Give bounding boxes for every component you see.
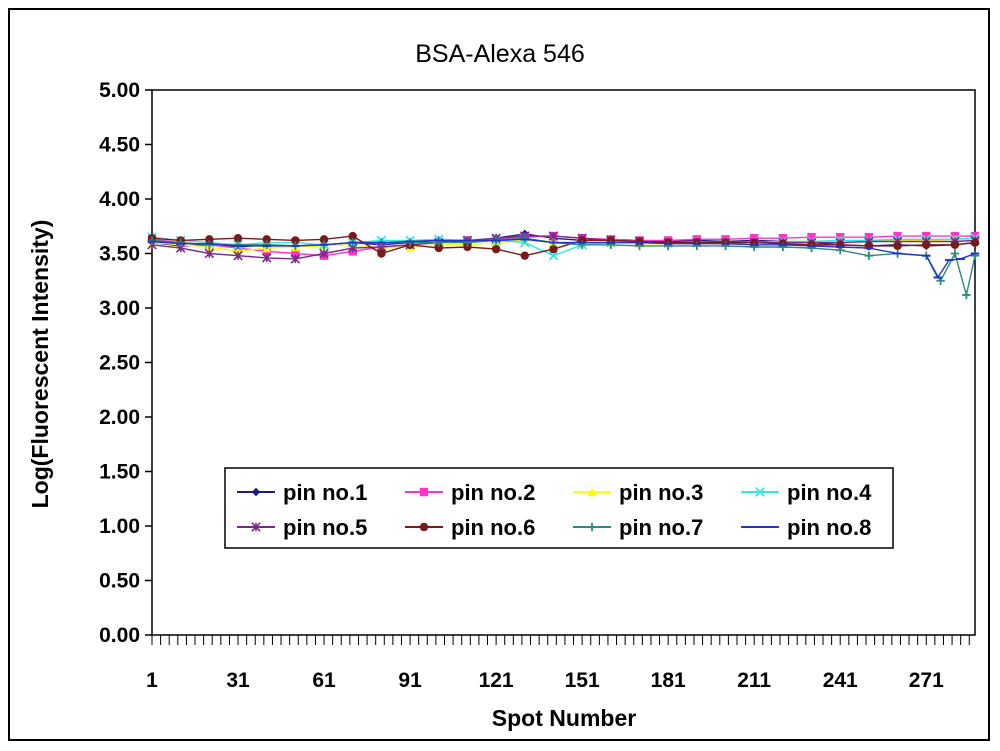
data-point: [291, 236, 300, 245]
data-point: [807, 232, 816, 242]
legend-entry: pin no.5: [237, 515, 367, 540]
y-tick-label: 1.50: [99, 461, 140, 484]
y-axis-title: Log(Fluorescent Intensity): [27, 220, 53, 509]
plot-area: 0.00 0.50 1.00 1.50 2.00 2.50 3.00 3.50 4.00 4.50…: [99, 79, 980, 692]
data-point: [147, 236, 157, 245]
data-point: [348, 231, 357, 241]
legend-swatch-marker: [587, 522, 597, 532]
y-tick-label: 5.00: [99, 79, 140, 102]
legend-label: pin no.1: [283, 480, 367, 505]
data-point: [962, 290, 971, 300]
data-point: [970, 238, 980, 247]
x-tick-label: 31: [226, 669, 250, 692]
x-tick-label: 91: [398, 669, 422, 692]
y-tick-label: 2.50: [99, 352, 140, 375]
legend-label: pin no.3: [619, 480, 703, 505]
data-point: [491, 244, 501, 254]
data-point: [405, 238, 415, 247]
legend: pin no.1 pin no.2 pin no.3 pin no.4 pin no.5…: [224, 467, 894, 549]
x-tick-label: 211: [737, 669, 771, 692]
x-tick-label: 1: [146, 669, 158, 692]
y-tick-label: 4.50: [99, 134, 140, 157]
data-point: [549, 244, 558, 254]
legend-entry: pin no.3: [573, 480, 703, 505]
series-line: [151, 238, 976, 279]
legend-entry: pin no.8: [741, 515, 871, 540]
legend-label: pin no.7: [619, 515, 703, 540]
data-point: [520, 234, 529, 243]
x-tick-label: 121: [479, 669, 514, 692]
legend-label: pin no.5: [283, 515, 367, 540]
legend-label: pin no.2: [451, 480, 535, 505]
data-point: [950, 240, 960, 249]
x-tick-label: 61: [312, 669, 336, 692]
legend-entry: pin no.1: [237, 480, 367, 505]
data-point: [377, 249, 386, 258]
legend-swatch-marker: [251, 522, 261, 532]
y-tick-label: 4.00: [99, 188, 140, 211]
data-point: [520, 251, 529, 260]
y-tick-label: 3.00: [99, 297, 140, 320]
legend-box: [224, 467, 894, 549]
data-point: [864, 251, 874, 260]
legend-swatch-marker: [419, 522, 429, 532]
legend-swatch-marker: [419, 487, 429, 497]
data-point: [261, 253, 272, 263]
legend-entry: pin no.7: [573, 515, 703, 540]
x-tick-label: 181: [651, 669, 686, 692]
data-point: [205, 240, 214, 249]
data-point: [893, 241, 902, 251]
series-pin-no-6: [147, 231, 980, 260]
data-point: [319, 235, 329, 244]
data-point: [893, 231, 902, 241]
legend-entry: pin no.6: [405, 515, 535, 540]
y-tick-label: 3.50: [99, 243, 140, 266]
data-point: [635, 237, 644, 246]
series-line: [151, 235, 976, 260]
chart-title: BSA-Alexa 546: [415, 40, 585, 68]
data-point: [233, 240, 243, 249]
legend-entry: pin no.2: [405, 480, 535, 505]
legend-label: pin no.8: [787, 515, 871, 540]
data-point: [233, 234, 243, 243]
legend-entry: pin no.4: [741, 480, 872, 505]
x-tick-label: 241: [823, 669, 858, 692]
x-axis-title: Spot Number: [492, 705, 636, 731]
data-point: [922, 231, 931, 241]
y-tick-label: 1.00: [99, 515, 140, 538]
data-point: [434, 243, 443, 253]
x-tick-label: 271: [909, 669, 944, 692]
data-point: [749, 234, 759, 243]
data-point: [176, 238, 185, 247]
x-tick-label: 151: [565, 669, 600, 692]
series-pin-no-8: [147, 238, 980, 279]
series-line: [151, 236, 976, 257]
data-point: [950, 249, 960, 258]
data-point: [205, 235, 214, 244]
data-point: [291, 249, 300, 258]
legend-swatch-marker: [755, 487, 765, 497]
legend-label: pin no.6: [451, 515, 535, 540]
data-point: [922, 240, 931, 249]
legend-swatch-marker: [587, 487, 597, 497]
legend-swatch-marker: [251, 487, 261, 497]
data-point: [204, 248, 215, 259]
y-tick-label: 0.50: [99, 570, 140, 593]
legend-label: pin no.4: [787, 480, 872, 505]
series-line: [151, 235, 976, 257]
data-point: [233, 250, 243, 261]
data-point: [319, 248, 329, 259]
y-tick-label: 0.00: [99, 624, 140, 647]
data-point: [548, 250, 559, 261]
data-point: [463, 242, 472, 252]
plot-border: [151, 89, 976, 636]
y-tick-label: 2.00: [99, 406, 140, 429]
data-point: [262, 240, 271, 249]
data-point: [290, 254, 301, 264]
data-point: [262, 235, 271, 244]
